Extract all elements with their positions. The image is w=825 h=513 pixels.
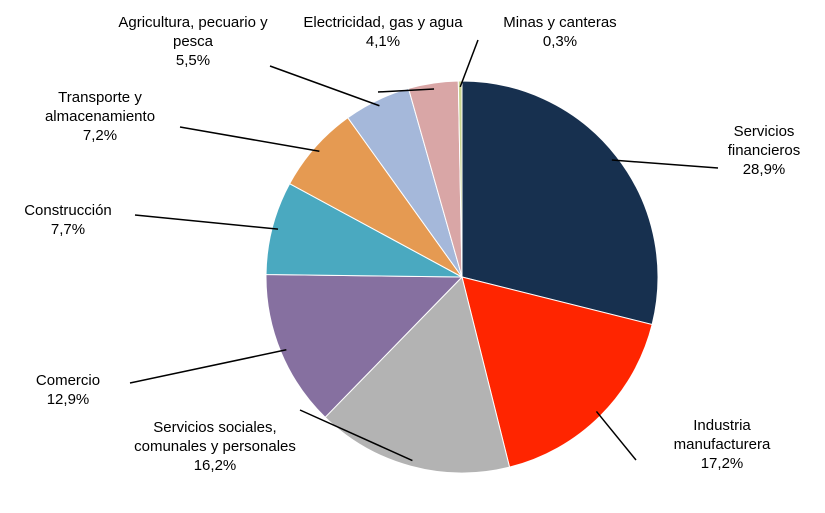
leader-line: [299, 409, 413, 462]
pie-slice: [324, 276, 511, 474]
slice-name: Electricidad, gas y agua: [303, 14, 463, 31]
leader-line: [134, 214, 279, 230]
leader-line: [611, 159, 719, 169]
slice-value: 5,5%: [175, 52, 211, 69]
slice-label: Comercio 12,9%: [13, 371, 123, 409]
leader-line: [179, 126, 320, 153]
slice-value: 7,7%: [50, 221, 86, 238]
slice-label: Agricultura, pecuario y pesca 5,5%: [118, 13, 268, 70]
slice-name: Industria manufacturera: [673, 417, 771, 453]
leader-line: [129, 349, 287, 384]
slice-name: Agricultura, pecuario y pesca: [118, 14, 268, 50]
pie-slice: [265, 274, 464, 419]
slice-value: 28,9%: [742, 161, 786, 178]
slice-value: 17,2%: [700, 455, 744, 472]
slice-name: Construcción: [24, 202, 112, 219]
slice-name: Minas y canteras: [503, 14, 617, 31]
slice-name: Comercio: [35, 372, 101, 389]
slice-label: Electricidad, gas y agua 4,1%: [303, 13, 463, 51]
slice-value: 12,9%: [46, 391, 90, 408]
slice-value: 16,2%: [193, 457, 237, 474]
pie-slice: [461, 80, 659, 326]
leader-line: [459, 39, 479, 88]
slice-label: Transporte y almacenamiento 7,2%: [15, 88, 185, 145]
slice-name: Servicios sociales, comunales y personal…: [134, 419, 296, 455]
leader-line: [377, 88, 435, 93]
slice-label: Minas y canteras 0,3%: [485, 13, 635, 51]
slice-value: 7,2%: [82, 127, 118, 144]
slice-label: Industria manufacturera 17,2%: [657, 416, 787, 473]
slice-name: Servicios financieros: [727, 123, 801, 159]
slice-label: Servicios sociales, comunales y personal…: [128, 418, 303, 475]
slice-name: Transporte y almacenamiento: [44, 89, 156, 125]
slice-value: 4,1%: [365, 33, 401, 50]
slice-label: Servicios financieros 28,9%: [709, 122, 819, 179]
slice-value: 0,3%: [542, 33, 578, 50]
pie-slice: [265, 182, 463, 278]
leader-line: [595, 410, 637, 461]
leader-line: [269, 65, 380, 107]
slice-label: Construcción 7,7%: [8, 201, 128, 239]
